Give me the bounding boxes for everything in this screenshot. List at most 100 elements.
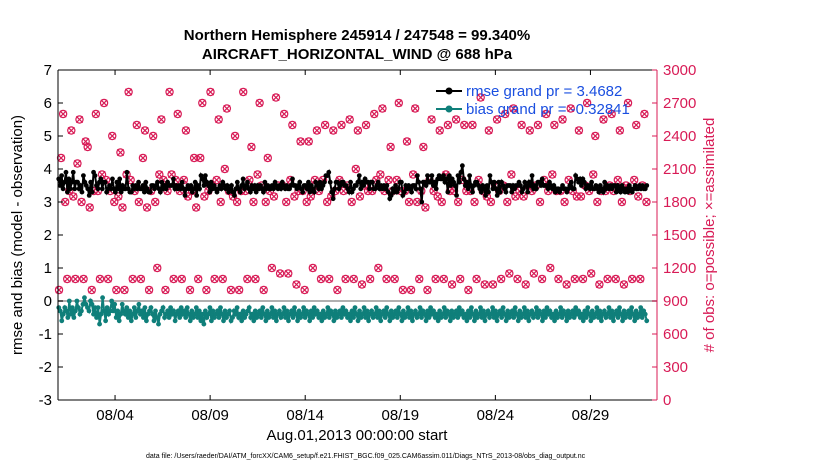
obs-possible-marker xyxy=(173,109,182,119)
rmse-point xyxy=(457,179,462,185)
obs-assimilated-marker xyxy=(595,280,604,289)
obs-possible-marker xyxy=(108,131,117,141)
left-tick-label: 0 xyxy=(44,293,52,310)
rmse-point xyxy=(509,189,515,195)
rmse-point xyxy=(520,186,526,192)
rmse-point xyxy=(459,163,465,169)
obs-assimilated-marker xyxy=(477,93,485,102)
obs-count-point xyxy=(220,164,230,174)
bias-point xyxy=(462,311,468,317)
obs-possible-marker xyxy=(634,192,643,201)
obs-count-point xyxy=(261,197,270,207)
obs-count-point xyxy=(161,285,170,295)
rmse-point xyxy=(141,189,147,195)
bias-point xyxy=(246,305,252,310)
rmse-point xyxy=(396,186,401,192)
x-axis-label: Aug.01,2013 00:00:00 start xyxy=(267,427,449,444)
obs-assimilated-marker xyxy=(219,275,227,283)
bias-point xyxy=(160,305,166,310)
obs-assimilated-marker xyxy=(247,143,256,151)
obs-count-point xyxy=(374,263,383,273)
bias-point xyxy=(376,308,382,314)
obs-possible-marker xyxy=(558,115,567,124)
obs-assimilated-marker xyxy=(301,286,309,294)
obs-assimilated-marker xyxy=(71,275,80,283)
obs-possible-marker xyxy=(353,126,363,135)
bias-point xyxy=(404,311,409,317)
rmse-point xyxy=(423,183,429,188)
obs-assimilated-marker xyxy=(642,198,651,206)
bias-point xyxy=(308,308,314,314)
rmse-point xyxy=(205,183,211,188)
bias-point xyxy=(284,308,290,314)
obs-possible-marker xyxy=(513,274,522,284)
obs-assimilated-marker xyxy=(391,275,399,283)
bias-point xyxy=(473,308,479,314)
obs-count-point xyxy=(636,274,645,284)
obs-assimilated-marker xyxy=(444,121,452,129)
rmse-point xyxy=(88,179,94,185)
bias-series xyxy=(56,295,650,327)
bias-point xyxy=(131,305,137,310)
bias-point xyxy=(349,308,355,314)
bias-point xyxy=(384,305,390,310)
obs-count-point xyxy=(269,192,279,201)
rmse-point xyxy=(240,176,246,182)
bias-point xyxy=(592,311,598,317)
bias-point xyxy=(385,311,391,317)
bias-point xyxy=(417,305,423,310)
obs-assimilated-marker xyxy=(268,264,276,272)
obs-assimilated-marker xyxy=(405,198,413,206)
bias-point xyxy=(134,308,140,314)
obs-assimilated-marker xyxy=(55,286,63,294)
obs-count-point xyxy=(505,269,514,278)
obs-assimilated-marker xyxy=(448,280,456,289)
bias-point xyxy=(199,311,205,317)
obs-possible-marker xyxy=(279,109,289,119)
obs-assimilated-marker xyxy=(358,280,366,289)
bias-point xyxy=(582,308,588,314)
obs-assimilated-marker xyxy=(161,286,170,294)
obs-count-point xyxy=(325,274,334,284)
bias-point xyxy=(71,315,77,320)
obs-possible-marker xyxy=(128,274,137,284)
obs-assimilated-marker xyxy=(221,165,229,173)
rmse-point xyxy=(487,173,493,179)
obs-assimilated-marker xyxy=(59,110,67,118)
bias-point xyxy=(532,311,538,317)
bias-point xyxy=(94,315,99,320)
bias-point xyxy=(234,305,240,310)
obs-possible-marker xyxy=(419,142,428,152)
bias-point xyxy=(642,311,648,317)
obs-count-point xyxy=(406,285,416,295)
rmse-point xyxy=(118,189,124,195)
obs-assimilated-marker xyxy=(276,269,284,278)
bias-point xyxy=(233,311,239,317)
rmse-point xyxy=(200,176,205,182)
rmse-point xyxy=(528,183,534,188)
obs-assimilated-marker xyxy=(618,198,626,206)
obs-possible-marker xyxy=(492,115,502,124)
obs-possible-marker xyxy=(320,120,330,130)
obs-possible-marker xyxy=(267,263,277,273)
obs-assimilated-marker xyxy=(517,121,526,129)
obs-possible-marker xyxy=(486,197,496,207)
obs-possible-marker xyxy=(79,274,88,284)
obs-assimilated-marker xyxy=(472,275,481,283)
obs-assimilated-marker xyxy=(634,192,642,201)
rmse-point xyxy=(481,186,487,192)
obs-possible-marker xyxy=(290,192,299,201)
obs-assimilated-marker xyxy=(73,159,82,168)
bias-point xyxy=(205,311,211,317)
obs-possible-marker xyxy=(63,274,72,284)
bias-point xyxy=(296,308,302,314)
obs-count-point xyxy=(435,126,444,135)
obs-assimilated-marker xyxy=(174,110,182,118)
obs-assimilated-marker xyxy=(333,286,342,294)
obs-assimilated-marker xyxy=(614,176,622,184)
left-tick-label: 6 xyxy=(44,95,52,112)
obs-possible-marker xyxy=(161,285,170,295)
bias-point xyxy=(500,305,506,310)
obs-possible-marker xyxy=(378,104,387,113)
bias-point xyxy=(249,311,255,317)
